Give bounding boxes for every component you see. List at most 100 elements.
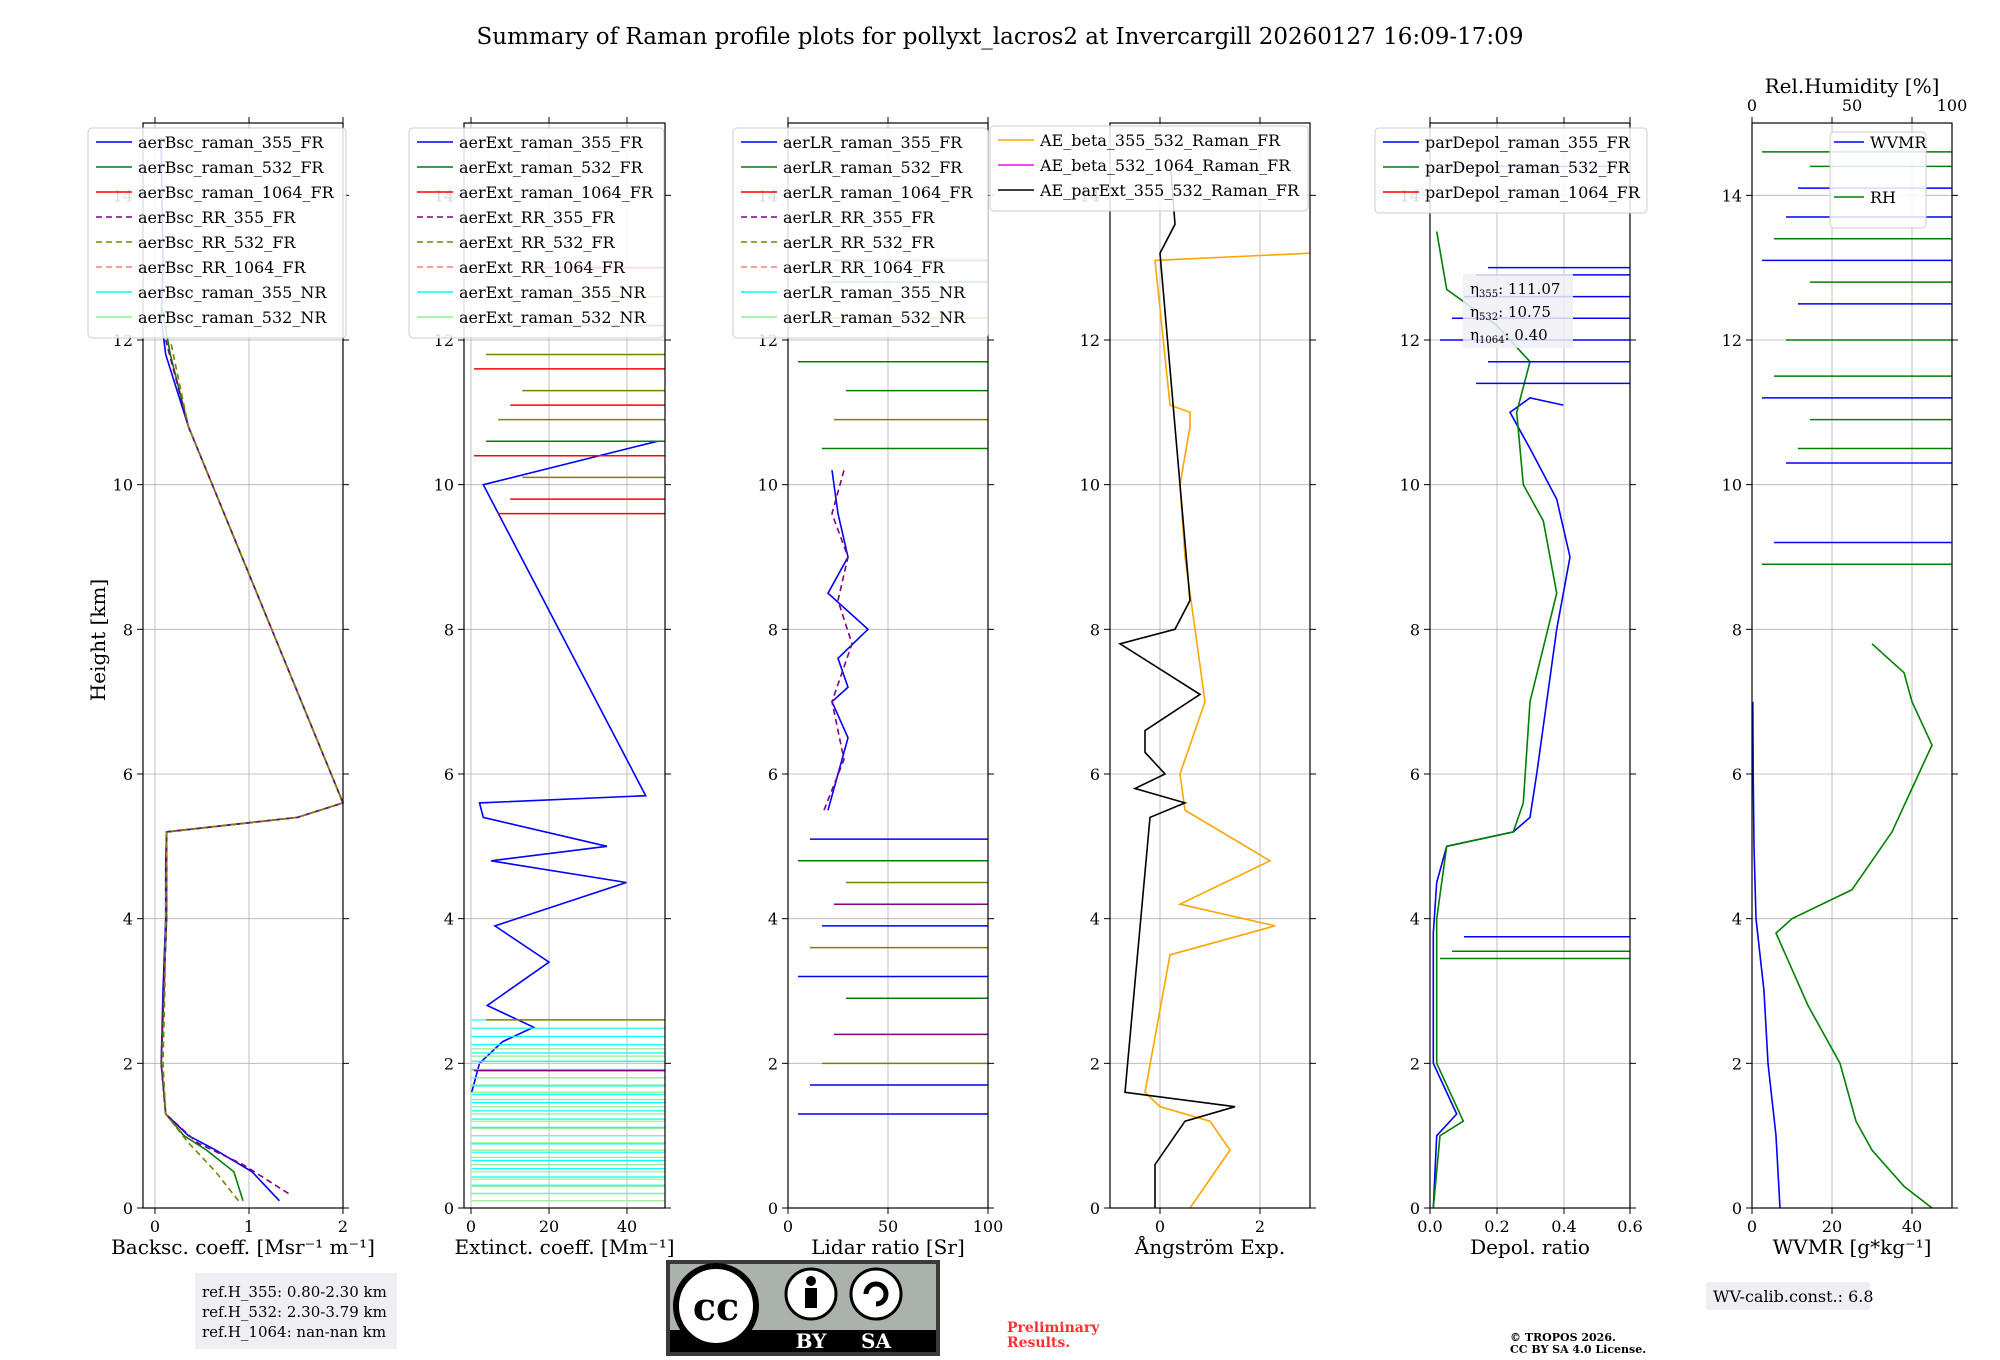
legend-label: aerExt_raman_532_FR [459, 158, 644, 177]
y-tick-label: 12 [1722, 331, 1742, 350]
y-tick-label: 2 [768, 1054, 778, 1073]
legend-label: aerExt_RR_532_FR [459, 233, 616, 252]
y-tick-label: 8 [444, 620, 454, 639]
wv-calib-box [1706, 1282, 1870, 1310]
series-ae-parext-355-532-raman-fr [1118, 159, 1236, 1208]
copyright-line-2: CC BY SA 4.0 License. [1510, 1343, 1646, 1356]
y-tick-label: 0 [1410, 1199, 1420, 1218]
legend-label: aerLR_raman_532_NR [783, 308, 966, 327]
series-aerlr-rr-355-fr [823, 469, 853, 811]
legend-label: WVMR [1870, 133, 1927, 152]
y-tick-label: 12 [1400, 331, 1420, 350]
preliminary-line-2: Results. [1007, 1335, 1070, 1351]
legend-box [87, 127, 347, 339]
axes-frame [142, 122, 344, 1209]
axes-frame [1109, 122, 1311, 1209]
y-tick-label: 8 [1090, 620, 1100, 639]
y-tick-label: 6 [123, 765, 133, 784]
legend-label: aerLR_RR_355_FR [783, 208, 935, 227]
x-axis-label: Backsc. coeff. [Msr⁻¹ m⁻¹] [111, 1235, 375, 1259]
x-tick-label: 0 [783, 1217, 793, 1236]
legend-box [989, 125, 1309, 212]
eta-subscript: 355 [1479, 289, 1498, 300]
y-tick-label: 4 [768, 910, 778, 929]
x-axis-label: WVMR [g*kg⁻¹] [1773, 1235, 1932, 1259]
legend: WVMR RH [1829, 131, 1927, 229]
legend-label: AE_parExt_355_532_Raman_FR [1039, 181, 1300, 200]
legend-label: parDepol_raman_355_FR [1425, 133, 1631, 152]
legend-label: aerExt_raman_532_NR [459, 308, 647, 327]
legend-label: aerBsc_RR_532_FR [138, 233, 296, 252]
y-tick-label: 8 [768, 620, 778, 639]
series-wvmr [1752, 701, 1781, 1209]
series-aerext-raman-355-fr [470, 440, 658, 1093]
sa-label: SA [861, 1329, 891, 1353]
y-tick-label: 8 [123, 620, 133, 639]
eta-value: : 0.40 [1504, 326, 1547, 344]
legend-label: aerBsc_RR_355_FR [138, 208, 296, 227]
legend-label: aerBsc_raman_355_FR [138, 133, 324, 152]
y-tick-label: 2 [123, 1054, 133, 1073]
y-tick-label: 0 [768, 1199, 778, 1218]
y-tick-label: 2 [1090, 1054, 1100, 1073]
legend-label: aerBsc_raman_355_NR [138, 283, 327, 302]
legend-box [1374, 127, 1648, 214]
series-ae-beta-355-532-raman-fr [1144, 252, 1311, 1209]
legend-label: aerExt_RR_355_FR [459, 208, 616, 227]
series-aerlr-raman-355-fr [826, 470, 870, 811]
legend-label: aerLR_raman_355_NR [783, 283, 966, 302]
x-tick-label: 0.0 [1417, 1217, 1442, 1236]
x-tick-label: 100 [973, 1217, 1004, 1236]
y-tick-label: 10 [113, 476, 133, 495]
legend-label: aerLR_raman_1064_FR [783, 183, 973, 202]
by-label: BY [796, 1329, 828, 1353]
legend: parDepol_raman_355_FR parDepol_raman_532_… [1374, 127, 1648, 214]
y-tick-label: 2 [444, 1054, 454, 1073]
x-tick-label: 2 [338, 1217, 348, 1236]
x-axis-label: Ångström Exp. [1134, 1234, 1285, 1259]
series-aerbsc-rr-532-fr [162, 339, 345, 1202]
eta-subscript: 1064 [1479, 335, 1504, 346]
legend-label: aerBsc_raman_1064_FR [138, 183, 335, 202]
x-axis-label: Extinct. coeff. [Mm⁻¹] [454, 1235, 674, 1259]
y-tick-label: 10 [434, 476, 454, 495]
y-tick-label: 6 [1732, 765, 1742, 784]
y-tick-label: 10 [1722, 476, 1742, 495]
copyright-line-1: © TROPOS 2026. [1510, 1331, 1616, 1344]
y-tick-label: 0 [123, 1199, 133, 1218]
legend: AE_beta_355_532_Raman_FR AE_beta_532_1064… [989, 125, 1309, 212]
y-tick-label: 4 [123, 910, 133, 929]
y-tick-label: 0 [1090, 1199, 1100, 1218]
legend-label: aerExt_raman_355_FR [459, 133, 644, 152]
y-tick-label: 6 [768, 765, 778, 784]
y-tick-label: 8 [1410, 620, 1420, 639]
legend-box [408, 127, 665, 339]
legend-label: aerLR_RR_1064_FR [783, 258, 945, 277]
y-tick-label: 8 [1732, 620, 1742, 639]
y-tick-label: 6 [1090, 765, 1100, 784]
eta-box-bg [1463, 274, 1573, 348]
legend-label: aerBsc_RR_1064_FR [138, 258, 307, 277]
legend-label: aerBsc_raman_532_FR [138, 158, 324, 177]
y-tick-label: 4 [444, 910, 454, 929]
legend-label: AE_beta_532_1064_Raman_FR [1039, 156, 1291, 175]
legend-box [1829, 131, 1927, 229]
eta-subscript: 532 [1479, 312, 1498, 323]
x-tick-label: 0 [1155, 1217, 1165, 1236]
legend-label: aerLR_raman_355_FR [783, 133, 963, 152]
y-tick-label: 14 [1722, 186, 1742, 205]
top-tick-label: 50 [1842, 96, 1862, 115]
legend-label: aerLR_RR_532_FR [783, 233, 935, 252]
x-tick-label: 0.2 [1484, 1217, 1509, 1236]
x-axis-label: Depol. ratio [1470, 1235, 1590, 1259]
ylabel: Height [km] [86, 579, 110, 701]
y-tick-label: 2 [1732, 1054, 1742, 1073]
legend: aerBsc_raman_355_FR aerBsc_raman_532_FRae… [87, 127, 347, 339]
series-pardepol-raman-355-fr [1432, 397, 1571, 1209]
axes-frame [1751, 122, 1953, 1209]
series-rh [1775, 643, 1933, 1209]
wv-calib-text: WV-calib.const.: 6.8 [1713, 1287, 1874, 1306]
